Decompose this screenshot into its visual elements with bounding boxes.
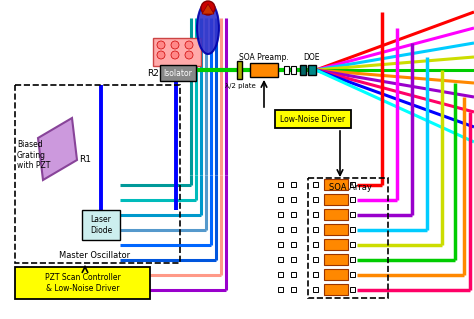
Bar [350, 242, 355, 247]
Bar [278, 182, 283, 187]
Bar [275, 110, 351, 128]
Bar [291, 272, 296, 277]
Bar [278, 242, 283, 247]
Text: Laser
Diode: Laser Diode [90, 215, 112, 235]
Text: λ/2 plate: λ/2 plate [225, 83, 255, 89]
Text: SOA Preamp.: SOA Preamp. [239, 53, 289, 62]
Bar [250, 63, 278, 77]
Bar [291, 212, 296, 217]
Bar [300, 65, 306, 75]
Bar [278, 287, 283, 292]
Polygon shape [38, 118, 77, 180]
Text: SOA Array: SOA Array [328, 183, 372, 192]
Bar [324, 209, 348, 220]
Bar [313, 227, 318, 232]
Bar [291, 227, 296, 232]
Bar [313, 287, 318, 292]
Circle shape [185, 51, 193, 59]
Text: Master Oscillator: Master Oscillator [59, 250, 130, 259]
Bar [291, 197, 296, 202]
Bar [15, 267, 150, 299]
Bar [350, 227, 355, 232]
Bar [291, 242, 296, 247]
Circle shape [201, 1, 215, 15]
Text: DOE: DOE [304, 54, 320, 63]
Circle shape [157, 51, 165, 59]
Text: R1: R1 [79, 155, 91, 165]
Bar [308, 65, 316, 75]
Bar [350, 272, 355, 277]
Bar [278, 212, 283, 217]
Bar [350, 182, 355, 187]
Circle shape [185, 41, 193, 49]
Bar [324, 269, 348, 280]
Bar [313, 257, 318, 262]
Bar [278, 257, 283, 262]
Bar [324, 254, 348, 265]
Bar [313, 197, 318, 202]
Bar [291, 257, 296, 262]
Bar [291, 182, 296, 187]
Text: Biased
Grating
with PZT: Biased Grating with PZT [17, 140, 50, 170]
Bar [313, 242, 318, 247]
Text: PZT Scan Controller
& Low-Noise Driver: PZT Scan Controller & Low-Noise Driver [45, 273, 120, 293]
Bar [153, 38, 201, 66]
Bar [237, 61, 242, 79]
Bar [313, 212, 318, 217]
Bar [284, 66, 289, 74]
Bar [350, 197, 355, 202]
Bar [324, 224, 348, 235]
Bar [324, 179, 348, 190]
Polygon shape [202, 4, 214, 14]
Bar [82, 210, 120, 240]
Bar [324, 284, 348, 295]
Bar [278, 272, 283, 277]
Text: Isolator: Isolator [164, 69, 192, 78]
Bar [313, 182, 318, 187]
Bar [291, 66, 296, 74]
Bar [278, 197, 283, 202]
Circle shape [171, 51, 179, 59]
Bar [291, 287, 296, 292]
Bar [350, 287, 355, 292]
Circle shape [157, 41, 165, 49]
Bar [313, 272, 318, 277]
Bar [350, 257, 355, 262]
Bar [324, 194, 348, 205]
Text: Low-Noise Dirver: Low-Noise Dirver [281, 115, 346, 123]
Bar [160, 65, 196, 81]
Bar [324, 239, 348, 250]
Text: R2: R2 [147, 70, 159, 78]
Circle shape [171, 41, 179, 49]
Bar [15, 85, 180, 263]
Bar [278, 227, 283, 232]
Bar [350, 212, 355, 217]
Ellipse shape [197, 2, 219, 54]
Bar [308, 178, 388, 298]
